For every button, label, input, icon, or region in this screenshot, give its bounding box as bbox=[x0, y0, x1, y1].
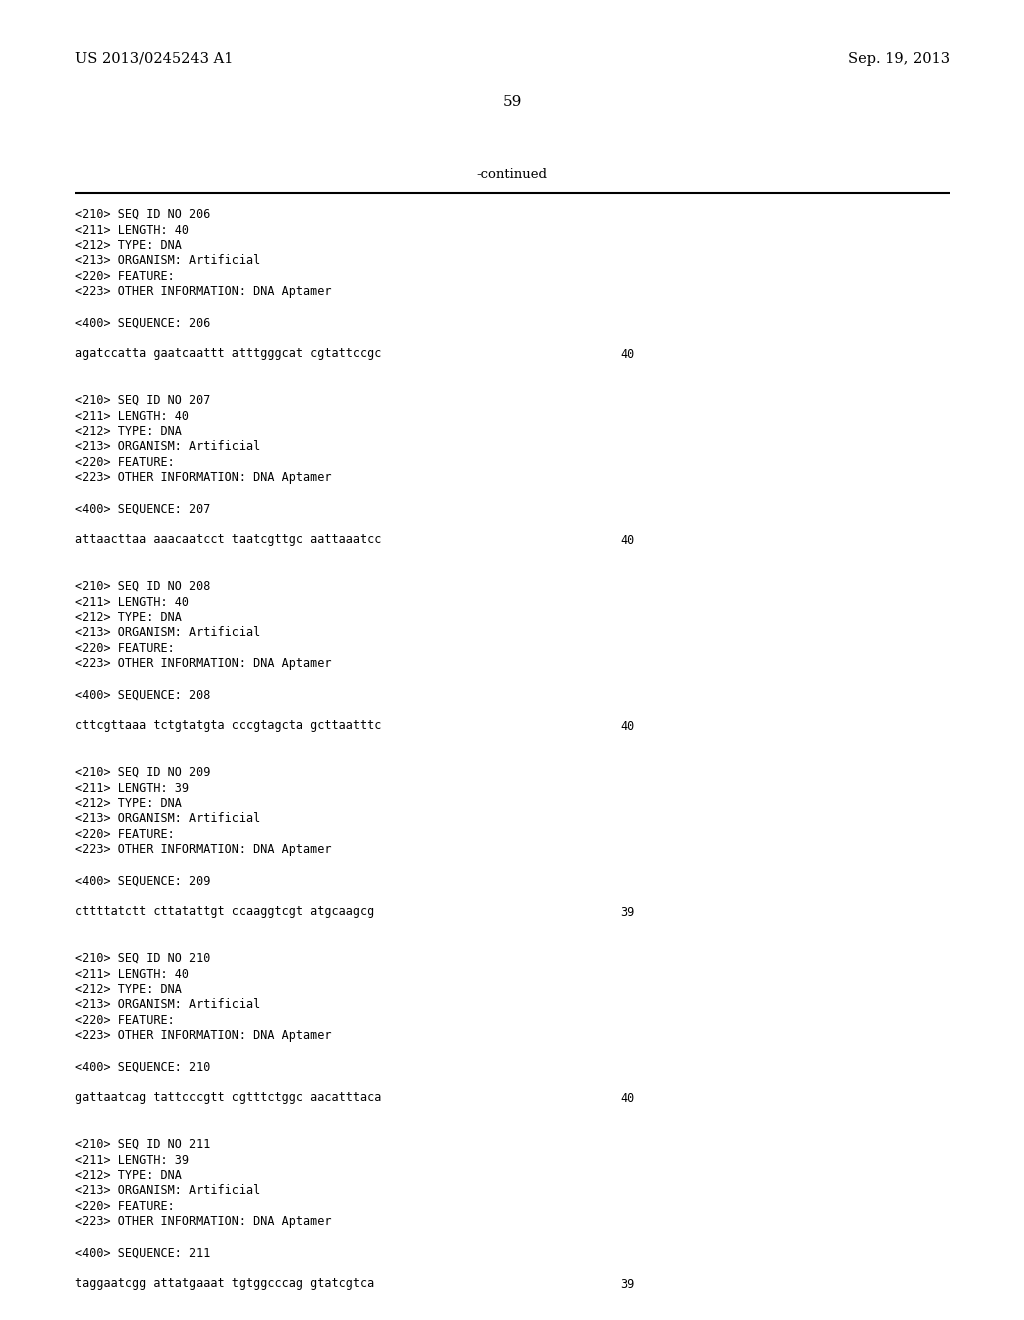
Text: <400> SEQUENCE: 207: <400> SEQUENCE: 207 bbox=[75, 503, 210, 516]
Text: <223> OTHER INFORMATION: DNA Aptamer: <223> OTHER INFORMATION: DNA Aptamer bbox=[75, 1216, 332, 1229]
Text: cttcgttaaa tctgtatgta cccgtagcta gcttaatttc: cttcgttaaa tctgtatgta cccgtagcta gcttaat… bbox=[75, 719, 381, 733]
Text: <220> FEATURE:: <220> FEATURE: bbox=[75, 455, 175, 469]
Text: US 2013/0245243 A1: US 2013/0245243 A1 bbox=[75, 51, 233, 66]
Text: <211> LENGTH: 39: <211> LENGTH: 39 bbox=[75, 1154, 189, 1167]
Text: attaacttaa aaacaatcct taatcgttgc aattaaatcc: attaacttaa aaacaatcct taatcgttgc aattaaa… bbox=[75, 533, 381, 546]
Text: <220> FEATURE:: <220> FEATURE: bbox=[75, 828, 175, 841]
Text: 40: 40 bbox=[620, 719, 634, 733]
Text: <211> LENGTH: 40: <211> LENGTH: 40 bbox=[75, 968, 189, 981]
Text: <211> LENGTH: 40: <211> LENGTH: 40 bbox=[75, 595, 189, 609]
Text: <223> OTHER INFORMATION: DNA Aptamer: <223> OTHER INFORMATION: DNA Aptamer bbox=[75, 285, 332, 298]
Text: <213> ORGANISM: Artificial: <213> ORGANISM: Artificial bbox=[75, 1184, 260, 1197]
Text: <223> OTHER INFORMATION: DNA Aptamer: <223> OTHER INFORMATION: DNA Aptamer bbox=[75, 657, 332, 671]
Text: <220> FEATURE:: <220> FEATURE: bbox=[75, 1014, 175, 1027]
Text: <212> TYPE: DNA: <212> TYPE: DNA bbox=[75, 1170, 182, 1181]
Text: <212> TYPE: DNA: <212> TYPE: DNA bbox=[75, 983, 182, 997]
Text: <210> SEQ ID NO 206: <210> SEQ ID NO 206 bbox=[75, 209, 210, 220]
Text: <223> OTHER INFORMATION: DNA Aptamer: <223> OTHER INFORMATION: DNA Aptamer bbox=[75, 843, 332, 857]
Text: <400> SEQUENCE: 210: <400> SEQUENCE: 210 bbox=[75, 1060, 210, 1073]
Text: taggaatcgg attatgaaat tgtggcccag gtatcgtca: taggaatcgg attatgaaat tgtggcccag gtatcgt… bbox=[75, 1278, 374, 1291]
Text: <212> TYPE: DNA: <212> TYPE: DNA bbox=[75, 611, 182, 624]
Text: <211> LENGTH: 39: <211> LENGTH: 39 bbox=[75, 781, 189, 795]
Text: <213> ORGANISM: Artificial: <213> ORGANISM: Artificial bbox=[75, 441, 260, 454]
Text: <220> FEATURE:: <220> FEATURE: bbox=[75, 642, 175, 655]
Text: <213> ORGANISM: Artificial: <213> ORGANISM: Artificial bbox=[75, 627, 260, 639]
Text: <212> TYPE: DNA: <212> TYPE: DNA bbox=[75, 239, 182, 252]
Text: <400> SEQUENCE: 209: <400> SEQUENCE: 209 bbox=[75, 874, 210, 887]
Text: <223> OTHER INFORMATION: DNA Aptamer: <223> OTHER INFORMATION: DNA Aptamer bbox=[75, 471, 332, 484]
Text: <213> ORGANISM: Artificial: <213> ORGANISM: Artificial bbox=[75, 813, 260, 825]
Text: 39: 39 bbox=[620, 1278, 634, 1291]
Text: <212> TYPE: DNA: <212> TYPE: DNA bbox=[75, 425, 182, 438]
Text: <210> SEQ ID NO 210: <210> SEQ ID NO 210 bbox=[75, 952, 210, 965]
Text: <400> SEQUENCE: 211: <400> SEQUENCE: 211 bbox=[75, 1246, 210, 1259]
Text: <220> FEATURE:: <220> FEATURE: bbox=[75, 1200, 175, 1213]
Text: Sep. 19, 2013: Sep. 19, 2013 bbox=[848, 51, 950, 66]
Text: 40: 40 bbox=[620, 347, 634, 360]
Text: <213> ORGANISM: Artificial: <213> ORGANISM: Artificial bbox=[75, 998, 260, 1011]
Text: agatccatta gaatcaattt atttgggcat cgtattccgc: agatccatta gaatcaattt atttgggcat cgtattc… bbox=[75, 347, 381, 360]
Text: <211> LENGTH: 40: <211> LENGTH: 40 bbox=[75, 223, 189, 236]
Text: <210> SEQ ID NO 209: <210> SEQ ID NO 209 bbox=[75, 766, 210, 779]
Text: 40: 40 bbox=[620, 533, 634, 546]
Text: 59: 59 bbox=[503, 95, 521, 110]
Text: gattaatcag tattcccgtt cgtttctggc aacatttaca: gattaatcag tattcccgtt cgtttctggc aacattt… bbox=[75, 1092, 381, 1105]
Text: <223> OTHER INFORMATION: DNA Aptamer: <223> OTHER INFORMATION: DNA Aptamer bbox=[75, 1030, 332, 1043]
Text: 39: 39 bbox=[620, 906, 634, 919]
Text: <400> SEQUENCE: 208: <400> SEQUENCE: 208 bbox=[75, 689, 210, 701]
Text: <213> ORGANISM: Artificial: <213> ORGANISM: Artificial bbox=[75, 255, 260, 268]
Text: <212> TYPE: DNA: <212> TYPE: DNA bbox=[75, 797, 182, 810]
Text: <210> SEQ ID NO 211: <210> SEQ ID NO 211 bbox=[75, 1138, 210, 1151]
Text: 40: 40 bbox=[620, 1092, 634, 1105]
Text: <210> SEQ ID NO 208: <210> SEQ ID NO 208 bbox=[75, 579, 210, 593]
Text: cttttatctt cttatattgt ccaaggtcgt atgcaagcg: cttttatctt cttatattgt ccaaggtcgt atgcaag… bbox=[75, 906, 374, 919]
Text: -continued: -continued bbox=[476, 168, 548, 181]
Text: <220> FEATURE:: <220> FEATURE: bbox=[75, 271, 175, 282]
Text: <211> LENGTH: 40: <211> LENGTH: 40 bbox=[75, 409, 189, 422]
Text: <400> SEQUENCE: 206: <400> SEQUENCE: 206 bbox=[75, 317, 210, 330]
Text: <210> SEQ ID NO 207: <210> SEQ ID NO 207 bbox=[75, 393, 210, 407]
